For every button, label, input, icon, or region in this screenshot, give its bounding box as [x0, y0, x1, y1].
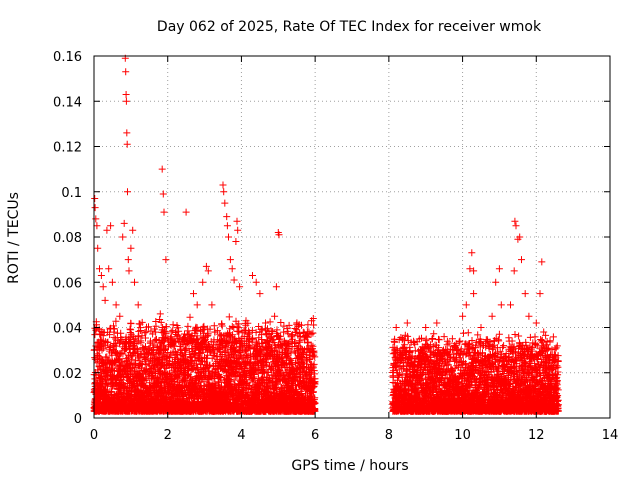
data-point [112, 317, 120, 325]
data-point [280, 328, 288, 336]
data-point [147, 327, 155, 335]
data-point [142, 343, 149, 351]
data-point [118, 358, 126, 366]
data-point [127, 320, 135, 328]
chart-title: Day 062 of 2025, Rate Of TEC Index for r… [157, 19, 542, 35]
data-point [266, 318, 274, 326]
data-point [110, 333, 118, 341]
data-point [106, 344, 114, 351]
data-point [166, 369, 174, 377]
data-point [152, 322, 160, 330]
data-point [113, 351, 121, 359]
data-point [91, 331, 99, 339]
data-point [235, 328, 243, 336]
data-point [186, 313, 194, 321]
data-point [119, 350, 127, 358]
data-point [162, 330, 170, 338]
data-point [121, 346, 129, 354]
data-point [394, 372, 402, 380]
data-point [130, 336, 138, 344]
data-point [117, 349, 125, 357]
data-point [225, 313, 233, 321]
grid [94, 56, 610, 418]
data-point [149, 330, 157, 338]
data-point [156, 316, 164, 323]
data-point [309, 329, 317, 337]
data-point [135, 327, 143, 335]
data-point [97, 327, 105, 335]
data-point [210, 322, 218, 330]
data-point [159, 324, 167, 331]
data-point [162, 323, 170, 331]
scatter-points [90, 54, 562, 415]
data-point [118, 379, 126, 387]
data-point [110, 325, 118, 333]
data-point [145, 323, 152, 331]
data-point [112, 342, 120, 350]
data-point [99, 332, 107, 340]
data-point [157, 318, 165, 326]
data-point [150, 362, 158, 370]
data-point [137, 339, 145, 347]
data-point [104, 338, 112, 346]
data-point [142, 334, 149, 342]
data-point [277, 319, 285, 326]
data-point [142, 355, 150, 363]
data-point [102, 363, 110, 371]
data-point [109, 367, 117, 374]
data-point [138, 318, 146, 326]
data-point [184, 322, 192, 330]
data-point [141, 329, 149, 337]
data-point [167, 333, 175, 341]
data-point [137, 327, 145, 334]
data-point [167, 336, 175, 344]
data-point [130, 349, 138, 357]
data-point [127, 326, 135, 334]
